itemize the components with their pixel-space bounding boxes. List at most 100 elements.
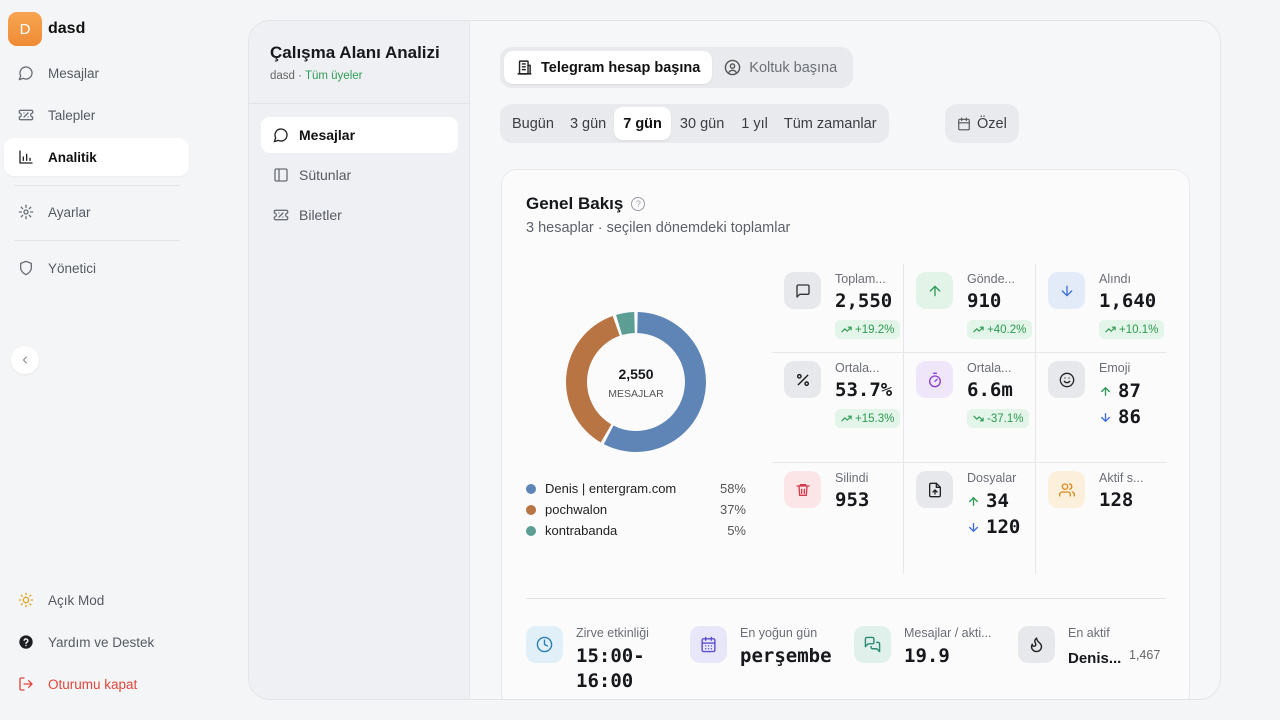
stat-label: Ortala... [835, 361, 880, 375]
chart-icon [19, 150, 33, 164]
stat-label: En yoğun gün [740, 626, 818, 640]
arrow-up-icon [916, 272, 953, 309]
grid-divider [903, 264, 904, 574]
stat-value: 53.7% [835, 379, 893, 401]
legend-label: kontrabanda [545, 523, 618, 538]
sidebar-item-analytics[interactable]: Analitik [4, 138, 189, 176]
stats-grid: Toplam... 2,550 +19.2% Gönde... 910 +40.… [772, 264, 1167, 574]
stat-label: En aktif [1068, 626, 1110, 640]
range-30-days[interactable]: 30 gün [679, 115, 725, 132]
tab-per-telegram-account[interactable]: Telegram hesap başına [504, 51, 713, 84]
range-all-time[interactable]: Tüm zamanlar [783, 115, 877, 132]
stat-label: Emoji [1099, 361, 1131, 375]
range-7-days[interactable]: 7 gün [614, 107, 671, 140]
help-icon [19, 635, 33, 649]
sidebar-item-requests[interactable]: Talepler [4, 96, 189, 134]
sidebar-item-settings[interactable]: Ayarlar [4, 193, 189, 231]
trend-up-icon [841, 326, 852, 333]
subnav-item-columns[interactable]: Sütunlar [261, 157, 458, 193]
tab-per-seat[interactable]: Koltuk başına [712, 51, 849, 84]
page-title: Çalışma Alanı Analizi [270, 43, 440, 62]
donut-slice[interactable] [566, 315, 620, 443]
collapse-sidebar-button[interactable] [11, 346, 39, 374]
logout-label: Oturumu kapat [48, 676, 138, 692]
stat-value: 953 [835, 489, 870, 511]
chevron-left-icon [22, 356, 28, 364]
help-icon[interactable]: ? [631, 197, 646, 211]
donut-center-label: MESAJLAR [608, 388, 664, 400]
gear-icon [18, 204, 34, 220]
up-value: 34 [986, 490, 1009, 512]
member-scope-link[interactable]: Tüm üyeler [304, 70, 363, 82]
range-1-year[interactable]: 1 yıl [741, 115, 768, 132]
donut-legend: Denis | entergram.com 58% pochwalon 37% … [526, 478, 746, 541]
theme-toggle[interactable]: Açık Mod [4, 581, 189, 619]
workspace-logo: D [8, 12, 42, 46]
page-subtitle: dasd · Tüm üyeler [270, 70, 448, 82]
sidebar-item-label: Talepler [48, 107, 96, 123]
flame-icon [1018, 626, 1055, 663]
custom-range-label: Özel [977, 115, 1007, 132]
sidebar-item-admin[interactable]: Yönetici [4, 249, 189, 287]
columns-icon [274, 168, 288, 182]
down-value: 120 [986, 516, 1021, 538]
donut-slice[interactable] [616, 312, 635, 336]
arrow-down-icon [969, 522, 978, 532]
stat-value: 6.6m [967, 379, 1013, 401]
emoji-up-count: 87 [1099, 380, 1141, 402]
calendar-icon [958, 117, 970, 130]
legend-item: kontrabanda 5% [526, 520, 746, 541]
mode-tabs: Telegram hesap başına Koltuk başına [500, 47, 854, 88]
donut-total: 2,550 [618, 366, 653, 382]
stat-label: Ortala... [967, 361, 1012, 375]
range-today[interactable]: Bugün [512, 115, 554, 132]
grid-divider [772, 352, 1167, 353]
ticket-icon [273, 209, 289, 221]
legend-swatch [526, 504, 536, 515]
range-3-days[interactable]: 3 gün [569, 115, 607, 132]
sidebar-divider [14, 240, 180, 241]
stat-total-messages: Toplam... 2,550 +19.2% [772, 264, 903, 352]
change-value: +10.1% [1119, 323, 1159, 336]
stat-value: 128 [1099, 489, 1134, 511]
stat-value: perşembe [740, 645, 832, 667]
grid-divider [772, 462, 1167, 463]
legend-value: 5% [727, 523, 746, 538]
file-upload-icon [916, 471, 953, 508]
overview-card: Genel Bakış ? 3 hesaplar · seçilen dönem… [501, 169, 1190, 699]
calendar-icon [690, 626, 727, 663]
sidebar-divider [14, 185, 180, 186]
change-value: +15.3% [855, 412, 895, 425]
stat-count: 1,467 [1129, 648, 1161, 662]
legend-item: Denis | entergram.com 58% [526, 478, 746, 499]
stat-value: 2,550 [835, 290, 893, 312]
stat-value: 19.9 [904, 645, 950, 667]
sidebar-item-messages[interactable]: Mesajlar [4, 54, 189, 92]
trash-icon [784, 471, 821, 508]
message-icon [18, 66, 33, 81]
message-icon [273, 128, 288, 143]
change-badge: +10.1% [1099, 320, 1165, 339]
sidebar-item-label: Ayarlar [48, 204, 91, 220]
legend-label: Denis | entergram.com [545, 481, 677, 496]
emoji-down-count: 86 [1099, 406, 1141, 428]
stat-label: Zirve etkinliği [576, 626, 649, 640]
ticket-icon [18, 109, 34, 121]
workspace-switcher[interactable]: D dasd [8, 12, 85, 46]
stat-value: Denis... [1068, 650, 1122, 667]
change-badge: +15.3% [835, 409, 901, 428]
logout-button[interactable]: Oturumu kapat [4, 665, 189, 703]
custom-range-button[interactable]: Özel [945, 104, 1019, 143]
analytics-subnav: Çalışma Alanı Analizi dasd · Tüm üyeler … [249, 21, 470, 699]
users-icon [1048, 471, 1085, 508]
stat-active-seats: Aktif s... 128 [1036, 463, 1167, 573]
stat-label: Alındı [1099, 272, 1131, 286]
legend-swatch [526, 483, 536, 494]
help-support-link[interactable]: Yardım ve Destek [4, 623, 189, 661]
donut-slice[interactable] [603, 312, 706, 452]
trend-up-icon [1105, 326, 1116, 333]
subtitle-separator: · [294, 70, 305, 82]
subnav-item-messages[interactable]: Mesajlar [261, 117, 458, 153]
subnav-item-tickets[interactable]: Biletler [261, 197, 458, 233]
arrow-down-icon [1048, 272, 1085, 309]
